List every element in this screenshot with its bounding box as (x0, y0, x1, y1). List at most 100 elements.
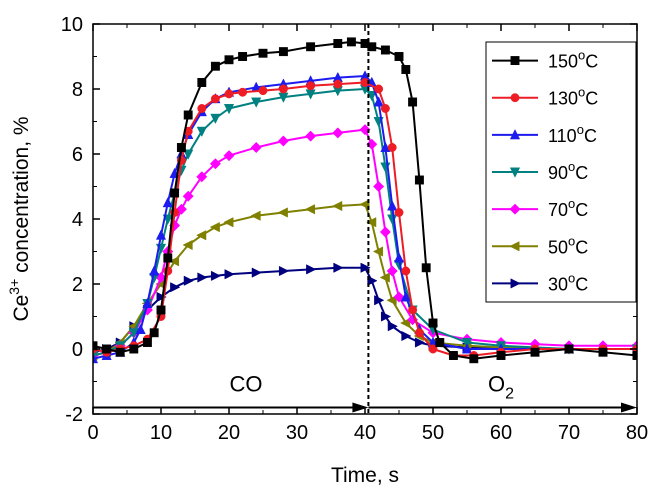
data-point (386, 295, 397, 306)
data-point (170, 282, 181, 293)
legend: 150oC 130oC 110oC 90oC 70oC 50oC 30oC (485, 41, 637, 303)
data-point (115, 347, 125, 357)
data-point (196, 171, 208, 183)
data-point (379, 226, 391, 238)
data-point (196, 126, 207, 138)
data-point (278, 265, 290, 277)
o2-arrowhead (621, 402, 637, 413)
data-point (564, 344, 574, 354)
data-point (277, 207, 288, 218)
data-point (598, 347, 608, 357)
data-point (277, 135, 289, 147)
data-point (163, 253, 173, 263)
data-point (209, 222, 220, 233)
legend-swatch-marker (510, 56, 520, 66)
data-point (93, 352, 99, 364)
data-point (224, 269, 235, 280)
data-point (373, 180, 385, 193)
legend-swatch-marker (509, 129, 521, 140)
data-point (238, 87, 248, 97)
data-point (183, 149, 194, 160)
data-point (386, 265, 398, 277)
data-point (461, 343, 473, 354)
legend-swatch-marker (509, 203, 521, 215)
data-point (401, 65, 411, 74)
y-tick-label: 10 (61, 14, 83, 36)
data-point (251, 267, 262, 278)
legend-swatch-marker (510, 93, 520, 103)
data-point (156, 305, 166, 315)
data-point (379, 272, 390, 283)
data-point (210, 270, 222, 281)
data-point (258, 86, 268, 96)
data-point (374, 295, 385, 306)
data-point (333, 262, 344, 273)
y-tick-label: -2 (65, 404, 83, 426)
data-point (380, 311, 392, 322)
annotation-layer: CO O2 (93, 24, 637, 414)
data-point (142, 338, 152, 347)
x-tick-label: 20 (218, 422, 240, 444)
y-tick-label: 2 (72, 274, 83, 296)
data-point (373, 96, 384, 107)
data-point (372, 246, 384, 257)
data-point (380, 141, 391, 152)
x-tick-label: 0 (87, 422, 98, 444)
co-label: CO (230, 371, 263, 396)
legend-label: 30oC (548, 270, 588, 294)
data-point (346, 37, 356, 47)
data-point (210, 113, 221, 125)
data-point (469, 354, 479, 364)
y-axis-title-superscript: 3+ (6, 279, 22, 295)
x-tick-label: 80 (626, 422, 648, 444)
data-point (197, 78, 207, 87)
data-point (332, 127, 344, 139)
series-line (93, 88, 637, 357)
data-point (366, 91, 377, 102)
data-point (380, 45, 390, 55)
data-point (367, 275, 378, 286)
data-point (223, 150, 235, 162)
data-point (306, 42, 316, 52)
x-tick-label: 70 (558, 422, 580, 444)
data-point (149, 328, 159, 338)
data-point (238, 52, 248, 61)
data-point (461, 338, 473, 349)
data-point (448, 351, 458, 360)
data-point (278, 84, 288, 94)
data-point (333, 39, 343, 48)
x-tick-label: 50 (422, 422, 444, 444)
data-point (332, 200, 343, 212)
data-point (435, 338, 445, 347)
y-tick-label: 6 (72, 144, 83, 166)
data-point (428, 318, 438, 328)
series-150C (93, 37, 637, 364)
data-point (305, 130, 317, 142)
data-point (209, 158, 221, 170)
data-point (196, 230, 207, 241)
x-tick-label: 30 (286, 422, 308, 444)
o2-label: O2 (488, 371, 514, 402)
data-point (408, 97, 418, 107)
series-line (93, 81, 637, 357)
data-point (210, 94, 220, 104)
legend-item-30C: 30oC (492, 270, 588, 294)
data-point (251, 97, 262, 108)
data-point (421, 263, 431, 273)
data-point (414, 328, 424, 338)
data-point (176, 143, 186, 152)
legend-item-90C: 90oC (492, 159, 588, 183)
data-point (162, 196, 173, 208)
data-point (306, 264, 317, 275)
x-tick-label: 10 (150, 422, 172, 444)
data-point (393, 252, 405, 263)
data-point (223, 104, 235, 115)
data-point (414, 337, 426, 348)
data-point (401, 330, 412, 342)
data-point (374, 84, 384, 94)
data-point (197, 272, 208, 283)
data-point (394, 208, 404, 217)
data-point (250, 141, 262, 154)
legend-label: 50oC (548, 233, 588, 257)
legend-item-150C: 150oC (492, 48, 598, 72)
